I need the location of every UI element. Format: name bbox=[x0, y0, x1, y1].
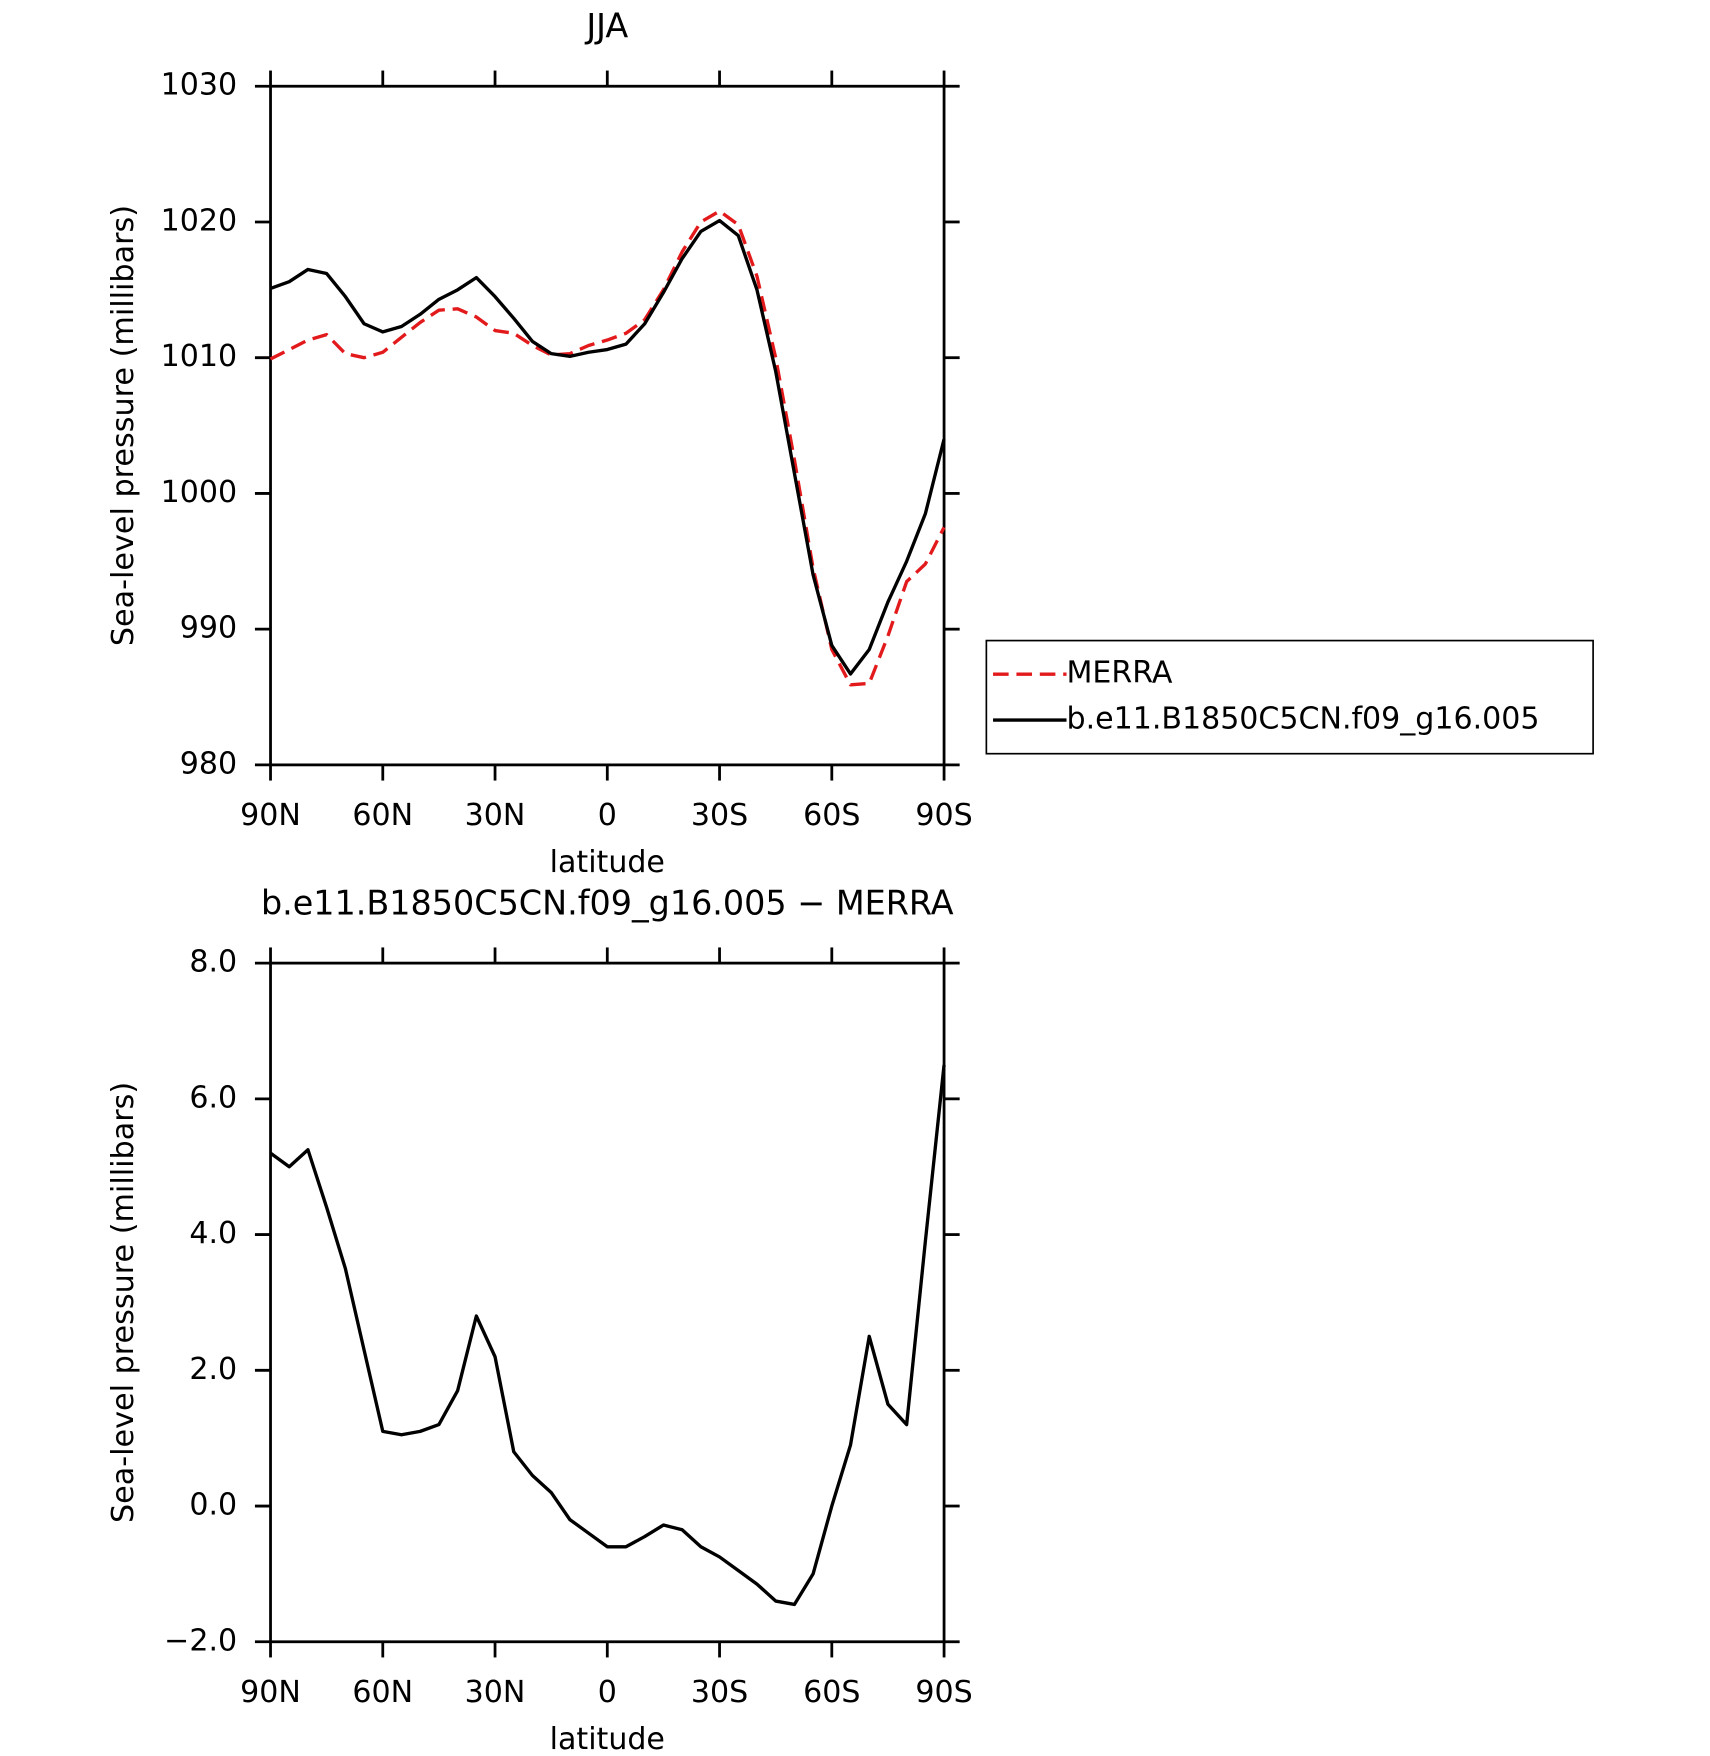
y-tick-label: 980 bbox=[180, 746, 237, 781]
y-tick-label: 1020 bbox=[161, 203, 237, 238]
x-axis-label: latitude bbox=[550, 1722, 665, 1756]
x-tick-label: 60S bbox=[803, 798, 860, 833]
y-tick-label: 8.0 bbox=[189, 945, 237, 980]
y-tick-label: 1030 bbox=[161, 68, 237, 103]
x-tick-label: 90S bbox=[915, 1675, 972, 1710]
x-tick-label: 30N bbox=[465, 1675, 526, 1710]
x-tick-label: 90S bbox=[915, 798, 972, 833]
y-tick-label: 1010 bbox=[161, 339, 237, 374]
x-tick-label: 30S bbox=[691, 1675, 748, 1710]
y-tick-label: 0.0 bbox=[189, 1487, 237, 1522]
y-tick-label: 1000 bbox=[161, 475, 237, 510]
series-line bbox=[269, 1064, 946, 1607]
chart-title: b.e11.B1850C5CN.f09_g16.005 − MERRA bbox=[261, 883, 954, 922]
x-tick-label: 0 bbox=[598, 798, 617, 833]
y-tick-label: 2.0 bbox=[189, 1352, 237, 1387]
x-tick-label: 90N bbox=[240, 1675, 301, 1710]
y-axis-label: Sea-level pressure (millibars) bbox=[106, 205, 141, 646]
series-line bbox=[269, 218, 946, 676]
legend-label: MERRA bbox=[1067, 656, 1173, 691]
legend-label: b.e11.B1850C5CN.f09_g16.005 bbox=[1067, 702, 1540, 737]
y-tick-label: 4.0 bbox=[189, 1216, 237, 1251]
chart-title: JJA bbox=[584, 6, 628, 45]
x-axis-label: latitude bbox=[550, 845, 665, 880]
y-axis-label: Sea-level pressure (millibars) bbox=[106, 1082, 141, 1523]
x-tick-label: 30S bbox=[691, 798, 748, 833]
x-tick-label: 60N bbox=[352, 798, 413, 833]
x-tick-label: 30N bbox=[465, 798, 526, 833]
y-tick-label: −2.0 bbox=[164, 1623, 237, 1658]
y-tick-label: 990 bbox=[180, 611, 237, 646]
series-line bbox=[269, 209, 946, 687]
y-tick-label: 6.0 bbox=[189, 1080, 237, 1115]
x-tick-label: 90N bbox=[240, 798, 301, 833]
x-tick-label: 0 bbox=[598, 1675, 617, 1710]
legend-box bbox=[985, 639, 1594, 755]
x-tick-label: 60S bbox=[803, 1675, 860, 1710]
plot-frame bbox=[269, 961, 946, 1644]
x-tick-label: 60N bbox=[352, 1675, 413, 1710]
